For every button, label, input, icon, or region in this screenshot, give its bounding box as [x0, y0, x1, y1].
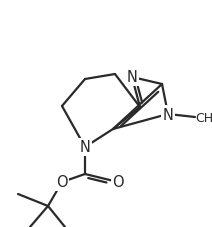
Text: N: N — [127, 70, 137, 85]
Text: O: O — [56, 175, 68, 190]
Text: CH₃: CH₃ — [195, 111, 212, 124]
Text: N: N — [80, 140, 91, 155]
Text: N: N — [163, 107, 173, 122]
Text: O: O — [112, 175, 124, 190]
